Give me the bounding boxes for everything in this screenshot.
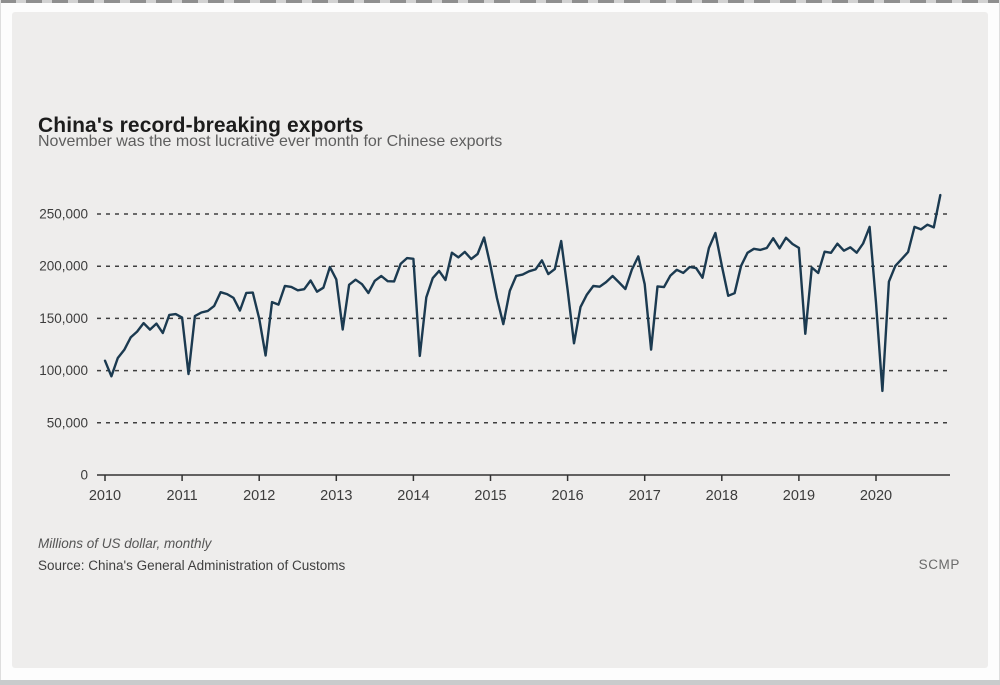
photo-left-edge	[0, 0, 1, 685]
x-tick-label: 2013	[320, 488, 352, 504]
exports-line	[103, 193, 942, 393]
photo-bottom-edge	[0, 680, 1000, 685]
y-tick-label: 200,000	[39, 259, 88, 274]
source-note: Source: China's General Administration o…	[38, 558, 346, 573]
x-tick-label: 2012	[243, 488, 275, 504]
y-tick-label: 50,000	[47, 415, 88, 430]
y-tick-label: 150,000	[39, 311, 88, 326]
x-tick-label: 2011	[167, 488, 198, 504]
page-subtitle: November was the most lucrative ever mon…	[38, 133, 503, 150]
chart-card	[12, 12, 988, 668]
x-tick-label: 2019	[783, 488, 815, 504]
scmp-credit: SCMP	[918, 557, 960, 572]
x-tick-label: 2010	[89, 488, 121, 504]
unit-note: Millions of US dollar, monthly	[38, 536, 212, 551]
y-tick-label: 100,000	[39, 363, 88, 378]
x-tick-label: 2020	[860, 488, 892, 504]
photo-top-edge	[0, 0, 1000, 3]
x-tick-label: 2015	[474, 488, 506, 504]
x-tick-label: 2016	[551, 488, 583, 504]
x-tick-label: 2014	[397, 488, 429, 504]
x-tick-label: 2018	[706, 488, 738, 504]
page-title: China's record-breaking exports	[38, 114, 364, 138]
x-tick-label: 2017	[629, 488, 661, 504]
y-tick-label: 0	[80, 468, 88, 483]
y-tick-label: 250,000	[39, 207, 88, 222]
